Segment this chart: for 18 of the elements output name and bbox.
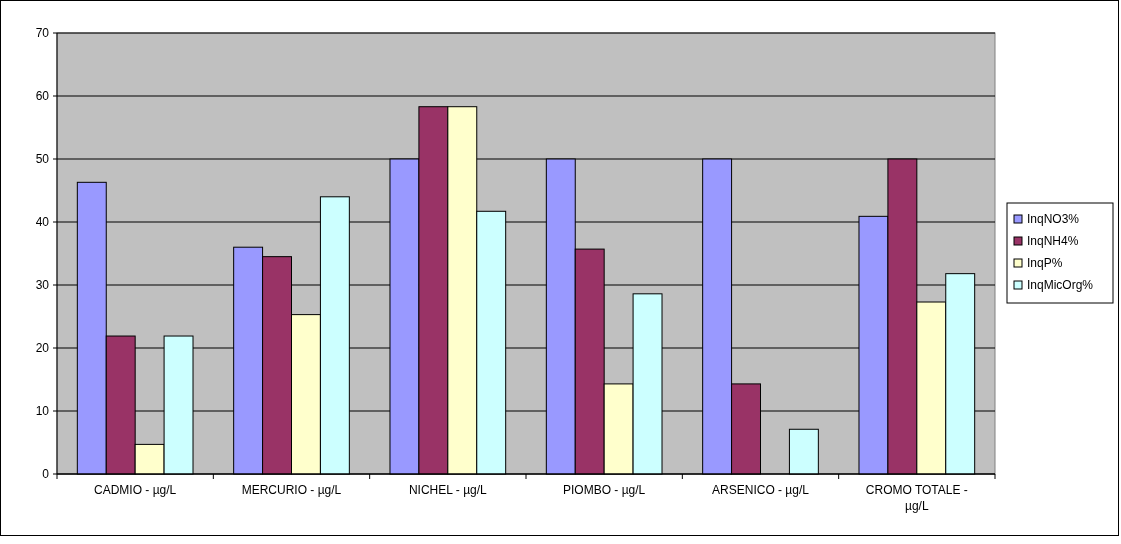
- x-tick-label: CADMIO - µg/L: [94, 483, 177, 497]
- y-tick-label: 40: [35, 215, 50, 230]
- legend-label: InqNO3%: [1027, 212, 1080, 227]
- x-tick-label: MERCURIO - µg/L: [241, 483, 342, 497]
- y-tick-label: 60: [35, 89, 50, 104]
- y-tick-label: 70: [35, 26, 50, 41]
- x-tick-label: ARSENICO - µg/L: [712, 483, 810, 497]
- legend-label: InqMicOrg%: [1027, 278, 1094, 293]
- y-tick-label: 0: [42, 467, 50, 482]
- y-tick-label: 30: [35, 278, 50, 293]
- legend-label: InqNH4%: [1027, 234, 1079, 249]
- legend-label: InqP%: [1027, 256, 1063, 271]
- x-tick-label: NICHEL - µg/L: [408, 483, 488, 497]
- x-tick-label: CROMO TOTALE - µg/L: [865, 483, 968, 513]
- y-tick-label: 10: [35, 404, 50, 419]
- y-tick-label: 50: [35, 152, 50, 167]
- y-tick-label: 20: [35, 341, 50, 356]
- x-tick-label: PIOMBO - µg/L: [563, 483, 646, 497]
